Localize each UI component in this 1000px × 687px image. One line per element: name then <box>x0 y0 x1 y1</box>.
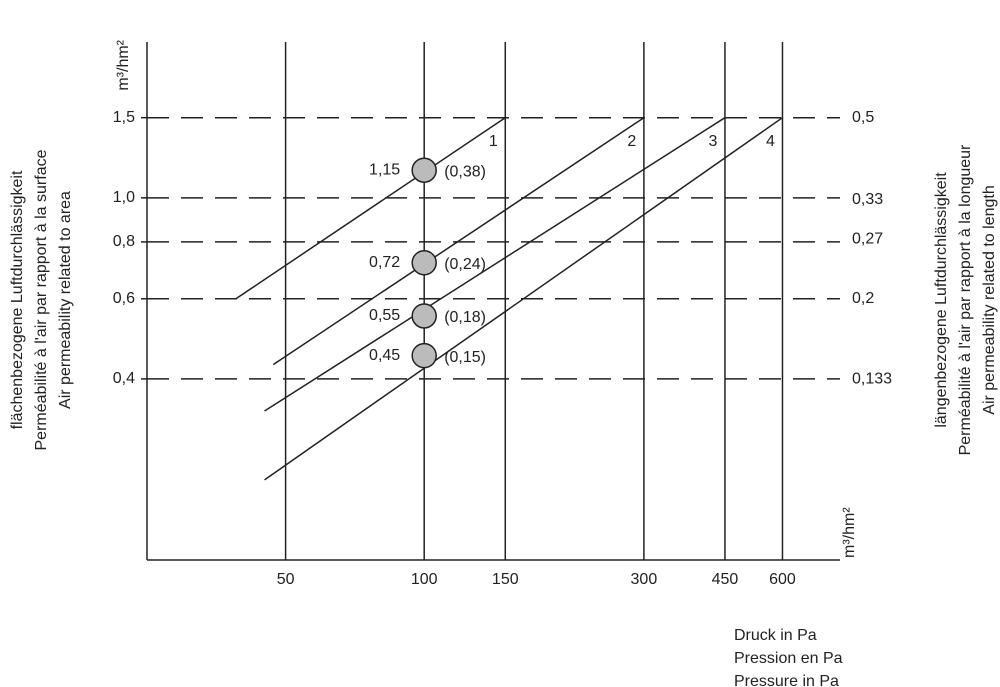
y-axis-title: Air permeability related to area <box>57 191 74 409</box>
series-label: 4 <box>766 133 775 150</box>
series-line <box>235 117 506 300</box>
length-value-label: (0,15) <box>444 349 486 366</box>
series-label: 1 <box>489 133 498 150</box>
y-tick-label: 0,4 <box>113 370 135 387</box>
y2-unit: m³/hm² <box>841 507 858 558</box>
x-tick-label: 100 <box>411 571 438 588</box>
y-tick-label: 0,8 <box>113 233 135 250</box>
x-tick-label: 300 <box>631 571 658 588</box>
data-point <box>411 249 437 276</box>
x-axis-title: Pression en Pa <box>734 650 843 667</box>
y2-axis-title: Perméabilité à l'air par rapport à la lo… <box>957 144 974 455</box>
value-label: 0,45 <box>369 347 400 364</box>
series-line <box>264 117 783 481</box>
series-label: 2 <box>627 133 636 150</box>
y2-axis-title: längenbezogene Luftdurchlässigkeit <box>933 172 950 428</box>
x-tick-label: 50 <box>277 571 295 588</box>
value-label: 0,72 <box>369 254 400 271</box>
y2-tick-label: 0,27 <box>852 231 883 248</box>
y-axis-title: flächenbezogene Luftdurchlässigkeit <box>9 170 26 429</box>
data-point <box>411 303 437 329</box>
y2-tick-label: 0,5 <box>852 109 874 126</box>
length-value-label: (0,24) <box>444 256 486 273</box>
x-tick-label: 450 <box>712 571 739 588</box>
data-point <box>411 157 437 183</box>
x-tick-label: 600 <box>769 571 796 588</box>
y2-tick-label: 0,133 <box>852 371 892 388</box>
series-line <box>272 117 645 366</box>
y-axis-title: Perméabilité à l'air par rapport à la su… <box>33 149 50 450</box>
y2-axis-title: Air permeability related to length <box>981 185 998 414</box>
value-label: 1,15 <box>369 161 400 178</box>
x-axis-title: Pressure in Pa <box>734 673 839 687</box>
y2-tick-label: 0,33 <box>852 191 883 208</box>
y2-tick-label: 0,2 <box>852 290 874 307</box>
series-line <box>264 117 726 412</box>
series-label: 3 <box>708 133 717 150</box>
value-label: 0,55 <box>369 307 400 324</box>
length-value-label: (0,18) <box>444 309 486 326</box>
x-tick-label: 150 <box>492 571 519 588</box>
y-tick-label: 0,6 <box>113 290 135 307</box>
data-point <box>411 342 437 369</box>
y-unit: m³/hm² <box>115 39 132 90</box>
length-value-label: (0,38) <box>444 163 486 180</box>
y-tick-label: 1,0 <box>113 189 135 206</box>
x-axis-title: Druck in Pa <box>734 627 817 644</box>
y-tick-label: 1,5 <box>113 109 135 126</box>
